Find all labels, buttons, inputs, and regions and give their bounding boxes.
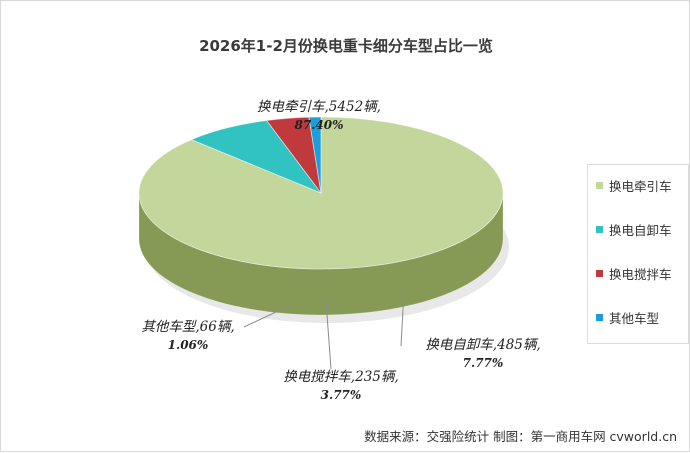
legend-item-mixer: 换电搅拌车 xyxy=(596,263,672,283)
chart-title: 2026年1-2月份换电重卡细分车型占比一览 xyxy=(199,37,493,55)
data-label-percent: 1.06% xyxy=(168,338,209,352)
data-label: 换电牵引车,5452辆, xyxy=(257,99,381,115)
legend-swatch xyxy=(596,313,603,321)
leader-line xyxy=(325,300,332,370)
source-note: 数据来源：交强险统计 制图：第一商用车网 cvworld.cn xyxy=(364,429,677,444)
legend-label: 换电自卸车 xyxy=(609,222,672,238)
pie-labels: 换电牵引车,5452辆, 87.40% 换电自卸车,485辆, 7.77% 换电搅拌车,… xyxy=(141,99,540,402)
legend-swatch xyxy=(596,269,603,277)
legend-item-tractor: 换电牵引车 xyxy=(596,175,672,195)
legend-label: 其他车型 xyxy=(609,310,660,326)
legend-item-other: 其他车型 xyxy=(596,307,659,327)
legend-swatch xyxy=(596,181,603,189)
legend: 换电牵引车 换电自卸车 换电搅拌车 其他车型 xyxy=(587,164,689,344)
pie-tops xyxy=(138,116,504,270)
data-label-percent: 3.77% xyxy=(321,388,362,402)
legend-swatch xyxy=(596,225,603,233)
legend-label: 换电搅拌车 xyxy=(609,266,672,282)
data-label: 换电自卸车,485辆, xyxy=(425,337,540,353)
pie-slice xyxy=(308,116,322,194)
data-label: 其他车型,66辆, xyxy=(141,319,234,335)
data-label: 换电搅拌车,235辆, xyxy=(283,369,398,385)
legend-item-dump: 换电自卸车 xyxy=(596,219,672,239)
leader-line xyxy=(400,290,405,347)
data-label-percent: 87.40% xyxy=(295,118,344,132)
leader-line xyxy=(243,304,292,328)
legend-label: 换电牵引车 xyxy=(609,178,672,194)
data-label-percent: 7.77% xyxy=(463,356,504,370)
